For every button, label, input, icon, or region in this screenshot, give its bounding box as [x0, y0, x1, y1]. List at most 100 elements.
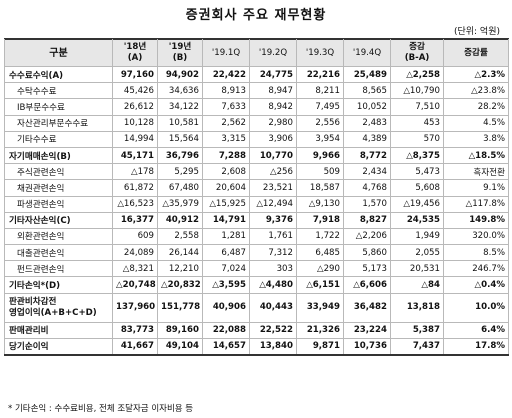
- row-label: 파생관련손익: [4, 195, 113, 213]
- cell-y18: 45,171: [112, 146, 158, 165]
- table-row: IB부문수수료 26,612 34,122 7,633 8,942 7,495 10,052…: [4, 98, 509, 116]
- row-label: 주식관련손익: [4, 163, 113, 181]
- cell-chg: 24,535: [390, 211, 444, 229]
- cell-y18: 10,128: [112, 114, 158, 132]
- cell-q2: 13,840: [249, 337, 297, 356]
- table-row: 채권관련손익 61,872 67,480 20,604 23,521 18,587 4,76…: [4, 179, 509, 197]
- cell-y18: 83,773: [112, 321, 158, 339]
- cell-rate: △18.5%: [443, 146, 509, 165]
- cell-y19: 15,564: [157, 130, 203, 148]
- cell-q4: 10,736: [343, 337, 391, 356]
- cell-q1: 3,315: [202, 130, 250, 148]
- cell-chg: 13,818: [390, 292, 444, 323]
- cell-q3: 6,485: [296, 244, 344, 262]
- cell-q3: △290: [296, 260, 344, 278]
- cell-chg: 570: [390, 130, 444, 148]
- row-label: 기타손익*(D): [4, 276, 113, 294]
- table-row: 수수료수익(A) 97,160 94,902 22,422 24,775 22,216 25…: [4, 65, 509, 84]
- cell-q3: 22,216: [296, 65, 344, 84]
- cell-q4: 25,489: [343, 65, 391, 84]
- row-label: 판매관리비: [4, 321, 113, 339]
- row-label: 기타수수료: [4, 130, 113, 148]
- row-label: 판관비차감전 영업이익(A+B+C+D): [4, 292, 113, 323]
- cell-q1: 7,024: [202, 260, 250, 278]
- cell-q1: 20,604: [202, 179, 250, 197]
- page-title: 증권회사 주요 재무현황: [185, 8, 327, 23]
- header-q4: '19.4Q: [343, 38, 391, 67]
- cell-rate: △2.3%: [443, 65, 509, 84]
- table-row: 기타자산손익(C) 16,377 40,912 14,791 9,376 7,918 8,8…: [4, 211, 509, 229]
- cell-rate: 4.5%: [443, 114, 509, 132]
- cell-y18: 26,612: [112, 98, 158, 116]
- row-label: 자기매매손익(B): [4, 146, 113, 165]
- cell-y18: 137,960: [112, 292, 158, 323]
- cell-y18: 41,667: [112, 337, 158, 356]
- cell-q1: 22,422: [202, 65, 250, 84]
- cell-q2: 8,947: [249, 82, 297, 100]
- cell-q2: 40,443: [249, 292, 297, 323]
- cell-q2: 24,775: [249, 65, 297, 84]
- cell-q2: 1,761: [249, 227, 297, 246]
- cell-rate: △0.4%: [443, 276, 509, 294]
- cell-q3: 21,326: [296, 321, 344, 339]
- cell-q1: 7,633: [202, 98, 250, 116]
- cell-chg: 7,437: [390, 337, 444, 356]
- cell-y19: 2,558: [157, 227, 203, 246]
- cell-q4: 1,570: [343, 195, 391, 213]
- cell-rate: 320.0%: [443, 227, 509, 246]
- header-item: 구분: [4, 38, 113, 67]
- cell-q4: 8,565: [343, 82, 391, 100]
- cell-y19: 67,480: [157, 179, 203, 197]
- header-2018: '18년 (A): [112, 38, 158, 67]
- cell-y19: 151,778: [157, 292, 203, 323]
- cell-q3: 33,949: [296, 292, 344, 323]
- cell-q3: 7,918: [296, 211, 344, 229]
- cell-y18: 97,160: [112, 65, 158, 84]
- cell-q1: △15,925: [202, 195, 250, 213]
- cell-q4: △6,606: [343, 276, 391, 294]
- cell-rate: 6.4%: [443, 321, 509, 339]
- cell-q3: △6,151: [296, 276, 344, 294]
- cell-q3: 7,495: [296, 98, 344, 116]
- cell-y19: 34,636: [157, 82, 203, 100]
- cell-rate: 28.2%: [443, 98, 509, 116]
- cell-y18: △178: [112, 163, 158, 181]
- footnote: * 기타손익 : 수수료비용, 전체 조달자금 이자비용 등: [8, 404, 194, 414]
- cell-rate: 3.8%: [443, 130, 509, 148]
- cell-chg: △8,375: [390, 146, 444, 165]
- table-row: 주식관련손익 △178 5,295 2,608 △256 509 2,434 5,473 흑자전…: [4, 163, 509, 181]
- table-row: 판관비차감전 영업이익(A+B+C+D) 137,960 151,778 40,906 4…: [4, 292, 509, 323]
- row-label: 당기순이익: [4, 337, 113, 356]
- table-row: 펀드관련손익 △8,321 12,210 7,024 303 △290 5,173 20,53…: [4, 260, 509, 278]
- cell-chg: 7,510: [390, 98, 444, 116]
- cell-q4: 8,827: [343, 211, 391, 229]
- cell-q4: 2,483: [343, 114, 391, 132]
- header-change: 증감 (B-A): [390, 38, 444, 67]
- cell-q1: 40,906: [202, 292, 250, 323]
- header-q1: '19.1Q: [202, 38, 250, 67]
- cell-rate: 10.0%: [443, 292, 509, 323]
- cell-y19: 89,160: [157, 321, 203, 339]
- cell-q4: 23,224: [343, 321, 391, 339]
- cell-y18: 61,872: [112, 179, 158, 197]
- cell-chg: 20,531: [390, 260, 444, 278]
- cell-q3: 8,211: [296, 82, 344, 100]
- cell-q4: 4,389: [343, 130, 391, 148]
- cell-chg: △84: [390, 276, 444, 294]
- cell-y19: △35,979: [157, 195, 203, 213]
- cell-chg: 5,387: [390, 321, 444, 339]
- table-row: 외환관련손익 609 2,558 1,281 1,761 1,722 △2,206 1,949…: [4, 227, 509, 246]
- cell-chg: △10,790: [390, 82, 444, 100]
- cell-chg: 2,055: [390, 244, 444, 262]
- cell-y19: 49,104: [157, 337, 203, 356]
- cell-q4: 8,772: [343, 146, 391, 165]
- cell-y18: 24,089: [112, 244, 158, 262]
- cell-y18: 609: [112, 227, 158, 246]
- cell-q2: △256: [249, 163, 297, 181]
- table-row: 기타수수료 14,994 15,564 3,315 3,906 3,954 4,389 570…: [4, 130, 509, 148]
- row-label: 대출관련손익: [4, 244, 113, 262]
- cell-q2: 2,980: [249, 114, 297, 132]
- cell-q2: 23,521: [249, 179, 297, 197]
- cell-q1: 6,487: [202, 244, 250, 262]
- cell-q4: 5,860: [343, 244, 391, 262]
